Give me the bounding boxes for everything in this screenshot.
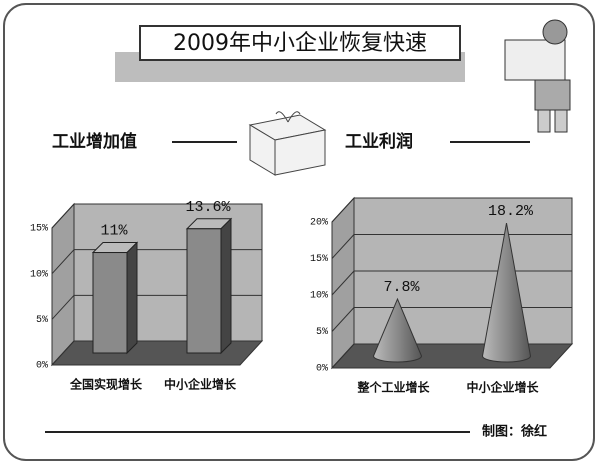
y-tick-label: 5% [316, 327, 328, 338]
section-heading: 工业增加值 [52, 131, 137, 152]
y-tick-label: 0% [36, 361, 48, 372]
grid-line [331, 197, 355, 223]
bar-side [126, 241, 138, 355]
grid-line [51, 203, 75, 229]
side-wall [51, 202, 75, 367]
y-tick-label: 0% [316, 364, 328, 375]
section-heading: 工业利润 [345, 131, 413, 152]
x-tick-label: 全国实现增长 [69, 377, 143, 392]
bar-side [220, 217, 232, 355]
credit: 制图：徐红 [482, 424, 547, 440]
grid-line [51, 249, 75, 275]
bar [186, 228, 222, 354]
y-tick-label: 15% [30, 224, 48, 235]
y-tick-label: 10% [310, 291, 328, 302]
value-label: 18.2% [488, 203, 534, 220]
value-label: 7.8% [383, 279, 420, 296]
title: 2009年中小企业恢复快速 [173, 31, 427, 56]
value-label: 13.6% [185, 199, 231, 216]
cone [481, 223, 532, 363]
y-tick-label: 20% [310, 218, 328, 229]
floor [330, 343, 574, 369]
grid-line [331, 307, 355, 332]
bar [92, 252, 128, 354]
x-tick-label: 中小企业增长 [466, 380, 539, 395]
grid-line [331, 234, 355, 259]
title-box [139, 25, 461, 61]
x-tick-label: 整个工业增长 [356, 380, 430, 395]
floor [50, 340, 264, 366]
y-tick-label: 10% [30, 269, 48, 280]
value-label: 11% [100, 223, 128, 240]
x-tick-label: 中小企业增长 [164, 377, 237, 392]
grid-line [331, 343, 355, 369]
y-tick-label: 5% [36, 315, 48, 326]
paper-bundle-icon [248, 111, 327, 176]
worker-icon [504, 19, 571, 133]
grid-line [51, 340, 75, 366]
cone [372, 297, 423, 363]
grid-line [331, 270, 355, 296]
grid-line [51, 294, 75, 320]
y-tick-label: 15% [310, 254, 328, 265]
